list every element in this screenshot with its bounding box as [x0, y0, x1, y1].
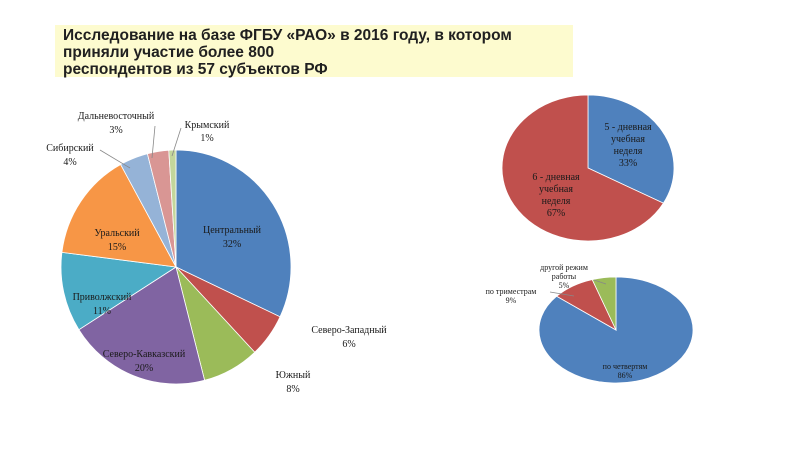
- label-5-day-line-3: неделя: [614, 146, 643, 157]
- label-5-day-value: 33%: [619, 158, 637, 169]
- districts-pie-slice-1: [175, 149, 292, 318]
- label-yuzhny-value: 8%: [286, 384, 299, 395]
- label-krymsky-name: Крымский: [185, 120, 230, 131]
- label-privolzhsky-value: 11%: [93, 306, 111, 317]
- label-5-day-line-1: 5 - дневная: [604, 122, 652, 133]
- districts-pie-slice-5: [60, 251, 178, 331]
- label-6-day-line-3: неделя: [542, 196, 571, 207]
- label-krymsky-value: 1%: [200, 133, 213, 144]
- title-line-3: респондентов из 57 субъектов РФ: [63, 61, 328, 78]
- label-uralsky-value: 15%: [108, 242, 126, 253]
- label-5-day-line-2: учебная: [611, 134, 645, 145]
- slide-title: Исследование на базе ФГБУ «РАО» в 2016 г…: [55, 25, 573, 78]
- districts-pie-slice-4: [78, 266, 206, 385]
- label-yuzhny-name: Южный: [276, 370, 311, 381]
- label-6-day-value: 67%: [547, 208, 565, 219]
- title-line-2: приняли участие более 800: [63, 44, 275, 61]
- label-trimesters-value: 9%: [506, 296, 517, 305]
- label-severo-zapadny-value: 6%: [342, 339, 355, 350]
- leader-line-krymsky: [171, 127, 182, 157]
- leader-line-dalnevostochny: [151, 125, 156, 159]
- label-6-day-line-1: 6 - дневная: [532, 172, 580, 183]
- districts-pie-slice-9: [168, 149, 177, 268]
- label-quarters-name: по четвертям: [603, 362, 648, 371]
- label-sibirsky-value: 4%: [63, 157, 76, 168]
- districts-pie-chart: [60, 149, 292, 385]
- label-6-day-line-2: учебная: [539, 184, 573, 195]
- academic-period-pie-slice-3: [591, 276, 617, 331]
- districts-pie-slice-6: [61, 163, 177, 268]
- school-week-pie-slice-2: [501, 94, 664, 242]
- leader-line-trimesters: [549, 291, 575, 297]
- academic-period-pie-leader-lines: [549, 279, 607, 297]
- districts-pie-labels: Центральный 32% Северо-Западный 6% Южный…: [46, 111, 387, 395]
- label-other-line-2: работы: [552, 272, 577, 281]
- label-centralny-value: 32%: [223, 239, 241, 250]
- label-other-line-1: другой режим: [540, 263, 588, 272]
- label-other-value: 5%: [559, 281, 570, 290]
- label-severo-kavkazsky-value: 20%: [135, 363, 153, 374]
- academic-period-pie-chart: [538, 276, 694, 384]
- label-centralny-name: Центральный: [203, 225, 262, 236]
- label-dalnevostochny-value: 3%: [109, 125, 122, 136]
- label-quarters-value: 86%: [618, 371, 633, 380]
- label-trimesters-name: по триместрам: [486, 287, 537, 296]
- label-sibirsky-name: Сибирский: [46, 143, 94, 154]
- districts-pie-leader-lines: [99, 125, 182, 169]
- label-severo-kavkazsky-name: Северо-Кавказский: [103, 349, 186, 360]
- label-severo-zapadny-name: Северо-Западный: [311, 325, 387, 336]
- label-uralsky-name: Уральский: [94, 228, 140, 239]
- leader-line-other: [593, 279, 607, 285]
- academic-period-pie-labels: другой режим работы 5% по триместрам 9% …: [486, 263, 648, 380]
- label-privolzhsky-name: Приволжский: [73, 292, 132, 303]
- school-week-pie-slice-1: [587, 94, 675, 204]
- leader-line-sibirsky: [99, 149, 131, 169]
- label-dalnevostochny-name: Дальневосточный: [78, 111, 155, 122]
- school-week-pie-labels: 5 - дневная учебная неделя 33% 6 - дневн…: [532, 122, 652, 219]
- school-week-pie-chart: [501, 94, 675, 242]
- title-line-1: Исследование на базе ФГБУ «РАО» в 2016 г…: [63, 27, 512, 44]
